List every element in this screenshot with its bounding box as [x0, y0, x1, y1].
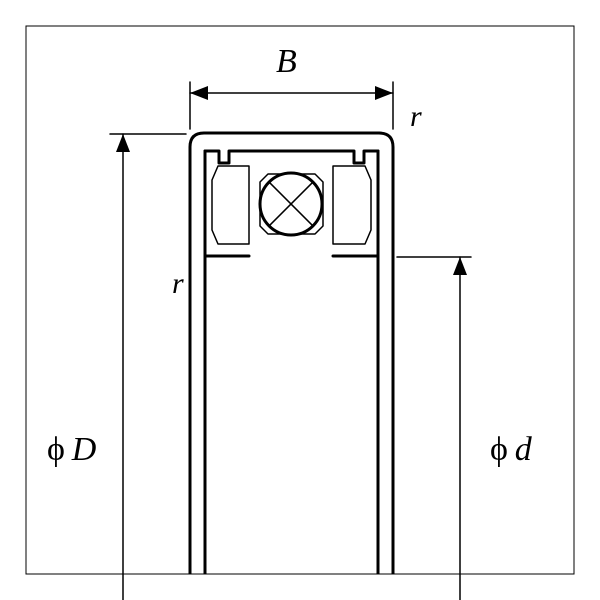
dim-label-B: B — [276, 43, 297, 80]
dim-label-r-top: r — [410, 100, 422, 133]
dim-label-d: ϕ d — [490, 431, 533, 468]
dim-label-D: ϕ D — [47, 431, 97, 468]
bearing-section — [190, 133, 393, 600]
dim-label-r-bottom: r — [172, 267, 184, 300]
bearing-diagram: Bϕ D ϕ d r r — [0, 0, 600, 600]
